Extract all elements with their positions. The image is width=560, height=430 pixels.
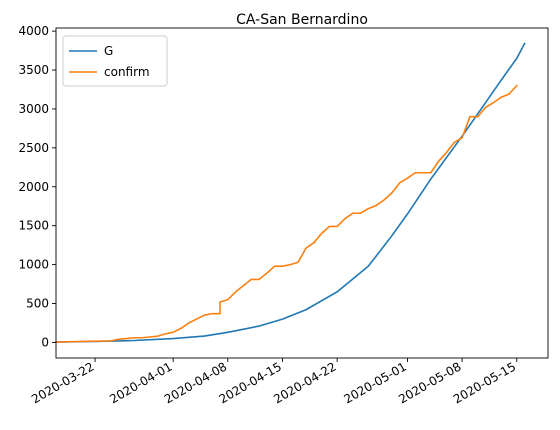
- legend-label-g: G: [104, 44, 113, 58]
- y-tick-label: 3500: [18, 63, 49, 77]
- y-tick-label: 4000: [18, 24, 49, 38]
- axes-frame: [55, 27, 549, 359]
- y-tick-label: 500: [26, 297, 49, 311]
- y-axis: 0 500 1000 1500 2000 2500 3000 3500 4000: [18, 24, 56, 349]
- y-tick-label: 0: [41, 335, 49, 349]
- y-tick-label: 2500: [18, 141, 49, 155]
- legend-label-confirm: confirm: [104, 65, 150, 79]
- chart-title: CA-San Bernardino: [236, 12, 368, 28]
- plot-area: [55, 42, 526, 343]
- series-line-confirm: [55, 84, 518, 343]
- y-tick-label: 1500: [18, 219, 49, 233]
- y-tick-label: 3000: [18, 102, 49, 116]
- y-tick-label: 1000: [18, 258, 49, 272]
- series-line-g: [55, 42, 526, 343]
- legend: G confirm: [62, 35, 168, 87]
- legend-box: [62, 35, 168, 87]
- y-tick-label: 2000: [18, 180, 49, 194]
